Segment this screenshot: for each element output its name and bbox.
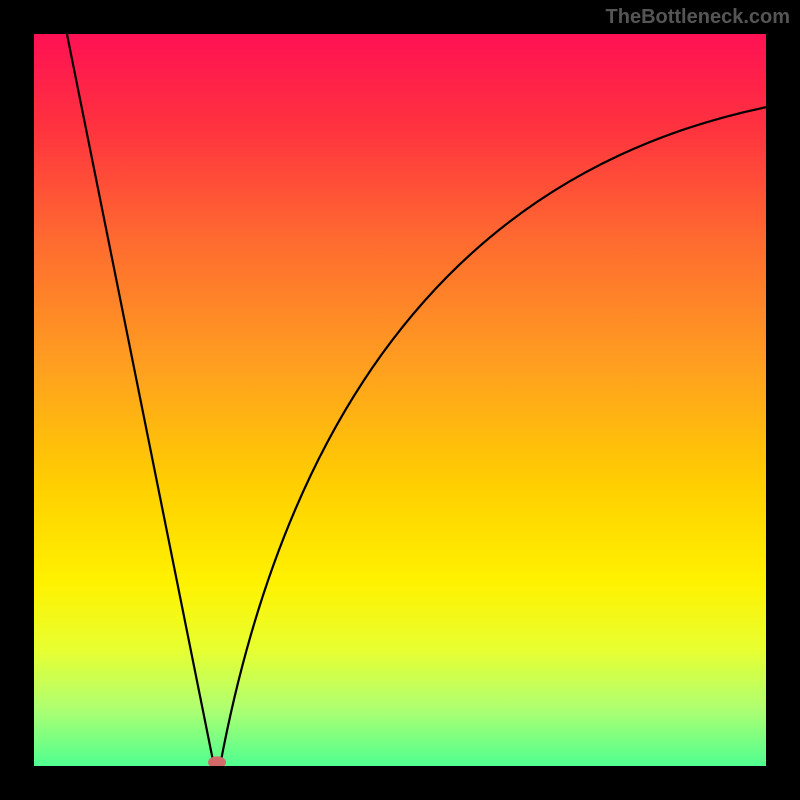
chart-svg <box>0 0 800 800</box>
watermark-text: TheBottleneck.com <box>606 6 790 29</box>
chart-gradient-background <box>34 34 766 766</box>
bottleneck-chart: TheBottleneck.com <box>0 0 800 800</box>
